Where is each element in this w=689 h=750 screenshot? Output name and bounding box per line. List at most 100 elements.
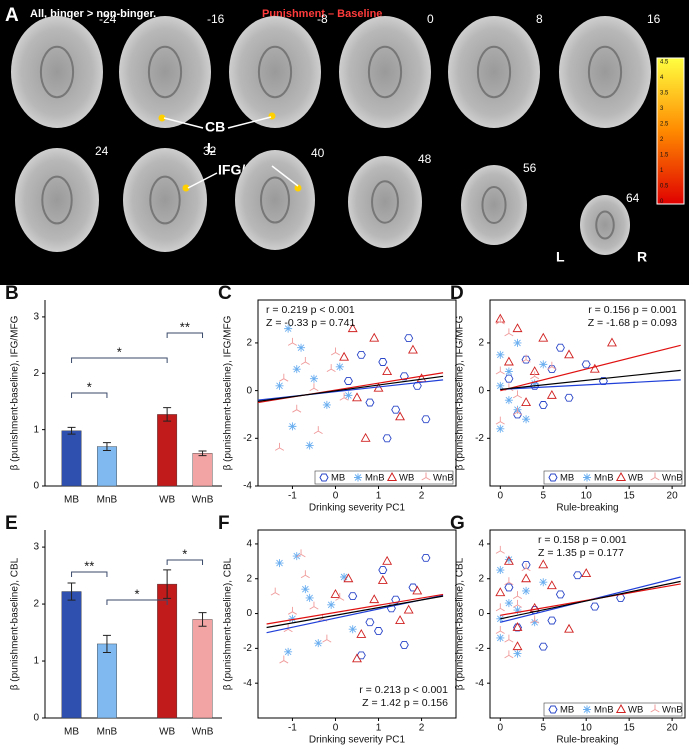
error-bar xyxy=(163,407,172,422)
point xyxy=(352,653,362,663)
legend-marker xyxy=(354,473,362,482)
point xyxy=(322,400,331,409)
significance-label: * xyxy=(182,546,187,561)
point xyxy=(496,381,505,390)
panel-letter: D xyxy=(450,283,464,304)
point xyxy=(382,555,393,565)
brain-ventricle xyxy=(371,180,399,224)
point xyxy=(356,629,367,638)
colorbar-tick-label: 1.5 xyxy=(660,153,669,159)
slice-coordinate: 0 xyxy=(427,12,434,26)
point xyxy=(292,365,301,374)
point xyxy=(300,357,310,365)
error-bar xyxy=(163,569,172,599)
significance-bracket xyxy=(71,357,168,363)
point xyxy=(339,392,349,401)
legend-marker xyxy=(548,473,558,482)
point xyxy=(495,587,506,597)
bar xyxy=(192,619,213,719)
slice-coordinate: 32 xyxy=(203,144,217,158)
point xyxy=(327,600,336,609)
point xyxy=(352,392,362,402)
slice-coordinate: 16 xyxy=(647,12,661,26)
x-tick-label: -1 xyxy=(288,723,297,734)
point xyxy=(564,349,574,359)
point xyxy=(513,649,522,658)
y-axis-label: β (punishment-baseline), CBL xyxy=(223,557,234,690)
point xyxy=(547,616,557,625)
point xyxy=(421,553,431,562)
side-label: L xyxy=(556,249,565,265)
y-tick-label: 0 xyxy=(246,608,252,619)
x-axis-label: Rule-breaking xyxy=(556,503,618,514)
y-tick-label: 0 xyxy=(478,608,484,619)
point xyxy=(284,324,293,333)
x-tick-label: WnB xyxy=(192,495,214,506)
point xyxy=(279,373,289,382)
y-tick-label: 2 xyxy=(33,368,39,379)
point xyxy=(339,351,350,361)
fit-line xyxy=(266,595,444,629)
point xyxy=(309,601,319,610)
brain-slice xyxy=(11,16,103,128)
significance-bracket xyxy=(106,599,168,605)
x-tick-label: MnB xyxy=(97,727,118,738)
point xyxy=(504,328,514,337)
legend-marker xyxy=(548,705,558,714)
panel-letter: A xyxy=(5,5,19,26)
point xyxy=(288,614,297,623)
legend-marker xyxy=(583,705,591,714)
bar xyxy=(97,446,117,487)
significance-label: ** xyxy=(84,558,94,573)
chart-panel: Fβ (punishment-baseline), CBL -4 -2 0 2 4 -1 0 1… xyxy=(218,513,457,746)
point xyxy=(326,364,336,373)
legend-label: WB xyxy=(628,473,643,484)
x-tick-label: MB xyxy=(64,727,79,738)
error-bar xyxy=(198,612,207,627)
point xyxy=(530,615,540,624)
x-tick-label: -1 xyxy=(288,491,297,502)
point xyxy=(391,595,401,604)
slice-coordinate: 64 xyxy=(626,191,640,205)
activation xyxy=(158,114,166,122)
point xyxy=(305,593,314,602)
y-tick-label: -2 xyxy=(475,433,484,444)
point xyxy=(292,552,301,561)
point xyxy=(521,560,531,569)
slice-coordinate: -16 xyxy=(207,12,225,26)
pointer-line xyxy=(163,117,204,129)
point xyxy=(598,377,608,385)
error-bar xyxy=(67,426,76,435)
legend-label: MB xyxy=(560,473,574,484)
x-tick-label: 1 xyxy=(376,491,382,502)
y-tick-label: 2 xyxy=(246,573,252,584)
y-tick-label: 4 xyxy=(246,539,252,550)
y-tick-label: 2 xyxy=(478,338,484,349)
point xyxy=(365,618,375,627)
brain-slice xyxy=(559,16,651,128)
plot-frame xyxy=(489,529,686,719)
brain-ventricle xyxy=(476,45,512,99)
x-tick-label: 10 xyxy=(581,491,593,502)
point xyxy=(335,362,344,371)
brain-ventricle xyxy=(481,186,507,224)
brain-slice xyxy=(119,16,211,128)
legend-marker xyxy=(615,471,627,481)
point xyxy=(504,367,513,376)
legend-label: MnB xyxy=(594,473,614,484)
y-axis-label: β (punishment-baseline), IFG/MFG xyxy=(10,315,21,470)
legend-label: MnB xyxy=(365,473,385,484)
point xyxy=(512,323,523,333)
y-axis-label: β (punishment-baseline), CBL xyxy=(455,557,466,690)
plot-frame xyxy=(489,299,686,487)
point xyxy=(275,559,284,568)
point xyxy=(343,377,353,385)
colorbar-tick-label: 3 xyxy=(660,106,664,112)
point xyxy=(504,396,513,405)
point xyxy=(495,313,506,323)
point xyxy=(547,361,557,370)
y-tick-label: 1 xyxy=(33,424,39,435)
point xyxy=(335,592,345,601)
point xyxy=(330,347,341,356)
